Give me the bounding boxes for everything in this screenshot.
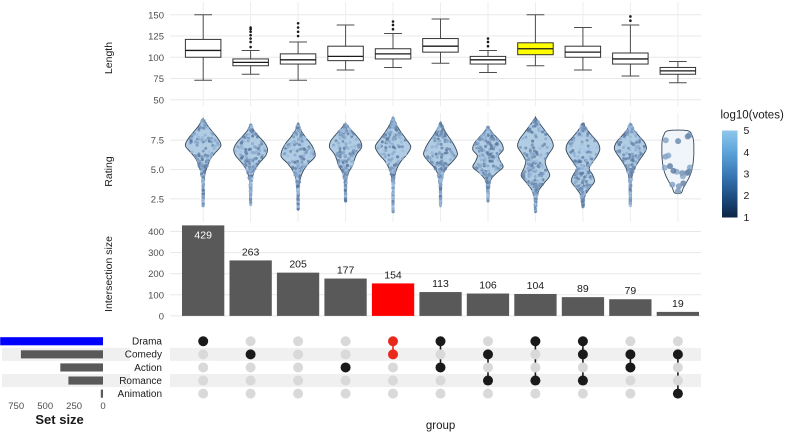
svg-text:106: 106 [479, 280, 497, 292]
svg-text:200: 200 [148, 269, 164, 280]
svg-text:group: group [426, 420, 455, 432]
svg-text:4: 4 [744, 147, 750, 159]
svg-text:5.0: 5.0 [151, 165, 164, 176]
svg-text:300: 300 [148, 248, 164, 259]
svg-text:Intersection size: Intersection size [103, 236, 115, 312]
svg-text:Length: Length [103, 42, 115, 74]
svg-text:250: 250 [66, 401, 82, 412]
svg-text:1: 1 [744, 212, 750, 224]
svg-text:500: 500 [37, 401, 53, 412]
svg-text:177: 177 [337, 265, 355, 277]
svg-text:750: 750 [8, 401, 24, 412]
svg-text:Romance: Romance [119, 376, 162, 387]
svg-text:100: 100 [148, 53, 164, 64]
svg-text:log10(votes): log10(votes) [721, 110, 784, 122]
svg-text:400: 400 [148, 227, 164, 238]
svg-text:2: 2 [744, 190, 750, 202]
svg-text:2.5: 2.5 [151, 194, 164, 205]
svg-text:Drama: Drama [132, 337, 162, 348]
svg-text:19: 19 [672, 298, 684, 310]
svg-text:7.5: 7.5 [151, 136, 164, 147]
svg-text:0: 0 [159, 311, 164, 322]
svg-text:Action: Action [134, 363, 162, 374]
svg-text:150: 150 [148, 10, 164, 21]
svg-text:0: 0 [100, 401, 105, 412]
svg-text:113: 113 [432, 278, 449, 290]
svg-text:Animation: Animation [118, 389, 162, 400]
svg-text:Rating: Rating [103, 156, 115, 187]
svg-text:205: 205 [289, 259, 307, 271]
svg-text:50: 50 [153, 95, 164, 106]
svg-text:154: 154 [384, 269, 402, 281]
svg-text:263: 263 [242, 246, 260, 258]
svg-text:429: 429 [194, 229, 212, 241]
svg-text:3: 3 [744, 169, 750, 181]
svg-text:5: 5 [744, 125, 750, 137]
svg-text:100: 100 [148, 290, 164, 301]
svg-text:89: 89 [577, 283, 589, 295]
svg-text:79: 79 [625, 285, 637, 297]
svg-text:Set size: Set size [35, 412, 83, 427]
svg-text:Comedy: Comedy [125, 350, 162, 361]
svg-text:125: 125 [148, 32, 164, 43]
svg-text:75: 75 [153, 74, 164, 85]
svg-text:104: 104 [527, 280, 545, 292]
